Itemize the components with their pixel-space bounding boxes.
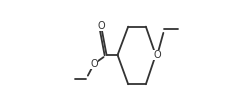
Text: O: O <box>97 21 105 31</box>
Text: O: O <box>154 50 161 60</box>
Text: O: O <box>90 59 98 69</box>
